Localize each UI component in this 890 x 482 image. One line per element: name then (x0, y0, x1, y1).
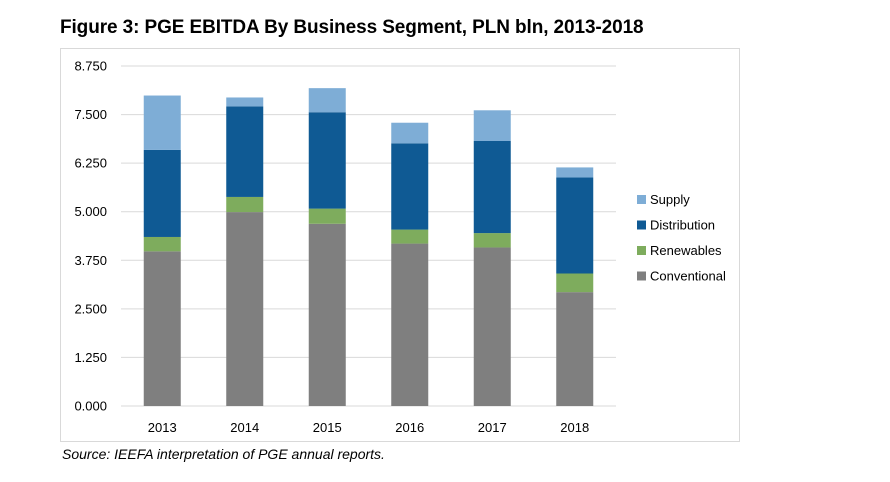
x-tick-label: 2016 (395, 420, 424, 435)
y-tick-label: 8.750 (74, 59, 107, 74)
legend-label: Supply (650, 192, 690, 207)
bar-segment-distribution (143, 149, 181, 237)
legend-label: Distribution (650, 218, 715, 233)
bar-segment-supply (143, 95, 181, 150)
y-tick-label: 6.250 (74, 156, 107, 171)
y-tick-label: 7.500 (74, 107, 107, 122)
bar-segment-distribution (226, 106, 264, 197)
bar-segment-distribution (473, 140, 511, 234)
bar-segment-conventional (226, 212, 264, 406)
bar-segment-renewables (143, 236, 181, 252)
bar-segment-distribution (308, 112, 346, 209)
figure-title: Figure 3: PGE EBITDA By Business Segment… (60, 17, 644, 38)
bar-segment-renewables (226, 196, 264, 213)
bar-segment-renewables (391, 229, 429, 244)
source-note: Source: IEEFA interpretation of PGE annu… (62, 446, 385, 462)
bar-segment-supply (308, 88, 346, 113)
bar-segment-renewables (473, 233, 511, 248)
bar-segment-distribution (556, 177, 594, 274)
bar-segment-conventional (391, 243, 429, 406)
bar-segment-supply (556, 167, 594, 178)
stacked-bar-chart: 0.000 1.250 2.500 3.750 5.000 6.250 7.500 8.750… (74, 59, 726, 436)
chart-frame: 0.000 1.250 2.500 3.750 5.000 6.250 7.500 8.750… (60, 48, 740, 442)
y-tick-label: 5.000 (74, 204, 107, 219)
x-tick-label: 2013 (148, 420, 177, 435)
bar-segment-conventional (556, 292, 594, 406)
bar-segment-conventional (308, 223, 346, 406)
y-tick-label: 0.000 (74, 399, 107, 414)
legend-swatch (637, 246, 646, 255)
y-tick-label: 3.750 (74, 253, 107, 268)
x-tick-label: 2018 (560, 420, 589, 435)
x-tick-label: 2014 (230, 420, 259, 435)
y-tick-label: 1.250 (74, 350, 107, 365)
legend-swatch (637, 271, 646, 281)
x-tick-label: 2017 (478, 420, 507, 435)
bar-segment-distribution (391, 143, 429, 230)
y-tick-label: 2.500 (74, 301, 107, 316)
x-tick-label: 2015 (313, 420, 342, 435)
bar-segment-renewables (308, 208, 346, 224)
bar-segment-supply (473, 110, 511, 141)
legend-swatch (637, 220, 646, 230)
legend-label: Conventional (650, 269, 726, 284)
bar-segment-supply (391, 122, 429, 144)
bar-segment-supply (226, 97, 264, 107)
bar-segment-conventional (143, 251, 181, 406)
legend-swatch (637, 195, 646, 204)
bar-segment-renewables (556, 273, 594, 293)
legend-label: Renewables (650, 243, 722, 258)
bar-segment-conventional (473, 247, 511, 406)
